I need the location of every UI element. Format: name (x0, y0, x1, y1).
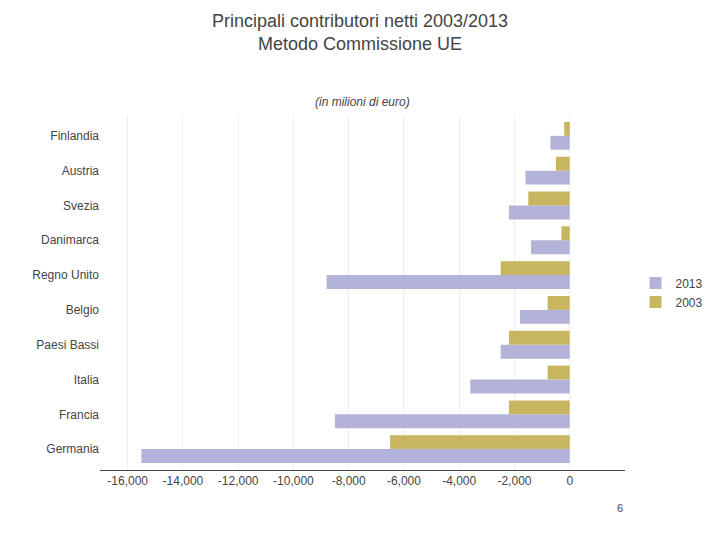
svg-text:Italia: Italia (74, 373, 100, 387)
svg-text:(in milioni di euro): (in milioni di euro) (315, 95, 410, 109)
svg-text:-6,000: -6,000 (387, 474, 421, 488)
svg-text:Francia: Francia (59, 408, 99, 422)
svg-text:6: 6 (617, 502, 623, 514)
svg-text:-8,000: -8,000 (332, 474, 366, 488)
svg-text:Danimarca: Danimarca (41, 233, 99, 247)
svg-text:-12,000: -12,000 (218, 474, 259, 488)
svg-text:-10,000: -10,000 (273, 474, 314, 488)
svg-text:-4,000: -4,000 (442, 474, 476, 488)
svg-text:Paesi Bassi: Paesi Bassi (36, 338, 99, 352)
svg-text:-2,000: -2,000 (497, 474, 531, 488)
svg-text:Regno Unito: Regno Unito (32, 268, 99, 282)
svg-text:Finlandia: Finlandia (50, 129, 99, 143)
svg-text:Germania: Germania (46, 442, 99, 456)
svg-text:2013: 2013 (676, 277, 703, 291)
svg-text:Belgio: Belgio (66, 303, 100, 317)
svg-text:Austria: Austria (62, 164, 100, 178)
svg-text:0: 0 (566, 474, 573, 488)
svg-text:Svezia: Svezia (63, 199, 99, 213)
svg-text:2003: 2003 (676, 296, 703, 310)
svg-text:-16,000: -16,000 (107, 474, 148, 488)
svg-text:Principali contributori netti: Principali contributori netti 2003/2013M… (212, 11, 508, 54)
svg-text:-14,000: -14,000 (163, 474, 204, 488)
